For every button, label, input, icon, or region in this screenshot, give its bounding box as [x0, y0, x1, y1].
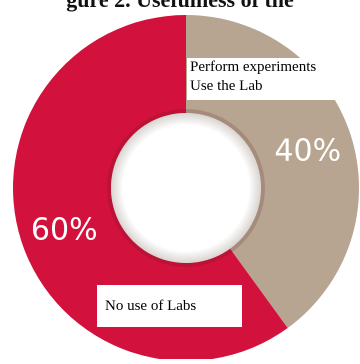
callout-line-1: Perform experiments	[190, 59, 317, 75]
callout-no-use-text: No use of Labs	[105, 297, 197, 314]
value-label-40pct: 40%	[274, 133, 341, 168]
callout-perform-experiments: Perform experiments Use the Lab	[187, 58, 351, 100]
chart-title-fragment: gure 2. Usefulness of the	[0, 0, 360, 13]
callout-line-2: Use the Lab	[190, 78, 263, 94]
donut-hole	[111, 113, 261, 263]
callout-no-use-of-labs: No use of Labs	[97, 285, 242, 327]
slice-no-use-of-labs	[12, 15, 288, 361]
value-label-60pct: 60%	[31, 213, 98, 248]
